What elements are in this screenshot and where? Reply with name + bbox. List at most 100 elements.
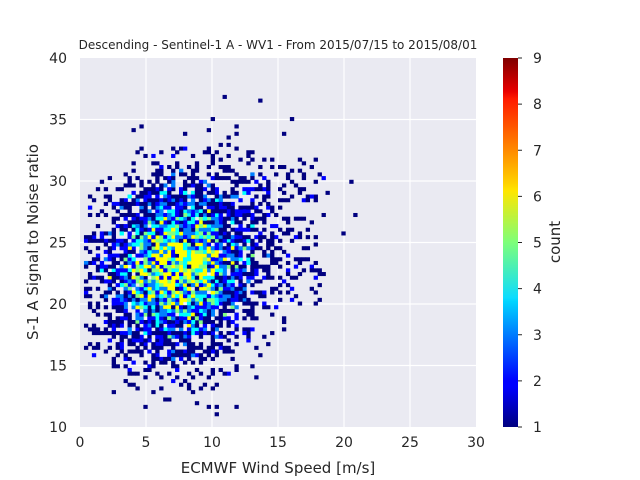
heatmap-cell	[123, 356, 128, 361]
heatmap-cell	[143, 238, 148, 243]
heatmap-cell	[317, 172, 322, 177]
heatmap-cell	[179, 172, 184, 177]
heatmap-cell	[95, 224, 101, 229]
heatmap-cell	[250, 220, 255, 225]
heatmap-cell	[254, 268, 259, 273]
heatmap-cell	[179, 146, 184, 151]
heatmap-cell	[238, 176, 243, 181]
heatmap-cell	[143, 227, 148, 232]
heatmap-cell	[194, 323, 200, 328]
heatmap-cell	[155, 349, 160, 354]
heatmap-cell	[119, 264, 124, 269]
heatmap-cell	[297, 216, 303, 221]
heatmap-cell	[151, 279, 156, 284]
heatmap-cell	[123, 238, 128, 243]
heatmap-cell	[186, 286, 192, 291]
heatmap-cell	[246, 153, 251, 158]
heatmap-cell	[167, 165, 172, 170]
heatmap-cell	[214, 190, 219, 195]
heatmap-cell	[159, 246, 164, 251]
heatmap-cell	[147, 257, 152, 262]
heatmap-cell	[179, 316, 184, 321]
heatmap-cell	[167, 323, 172, 328]
heatmap-cell	[234, 179, 239, 184]
heatmap-cell	[143, 275, 148, 280]
heatmap-cell	[155, 356, 160, 361]
heatmap-cell	[159, 253, 164, 258]
heatmap-cell	[123, 364, 128, 369]
heatmap-cell	[127, 382, 132, 387]
heatmap-cell	[147, 253, 152, 258]
heatmap-cell	[313, 235, 318, 240]
heatmap-cell	[151, 286, 156, 291]
heatmap-cell	[266, 183, 271, 188]
heatmap-cell	[218, 212, 223, 218]
heatmap-cell	[175, 331, 180, 336]
heatmap-cell	[182, 183, 188, 188]
heatmap-cell	[175, 249, 180, 254]
heatmap-cell	[238, 275, 243, 280]
heatmap-cell	[167, 294, 172, 299]
heatmap-cell	[198, 334, 204, 339]
heatmap-cell	[147, 246, 152, 251]
heatmap-cell	[151, 212, 156, 218]
heatmap-cell	[103, 249, 109, 254]
heatmap-cell	[175, 353, 180, 358]
heatmap-cell	[175, 349, 180, 354]
heatmap-cell	[171, 238, 176, 243]
heatmap-cell	[171, 334, 176, 339]
heatmap-cell	[222, 264, 227, 269]
heatmap-cell	[226, 224, 231, 229]
y-tick-label: 20	[49, 297, 67, 313]
heatmap-cell	[301, 246, 307, 251]
heatmap-cell	[278, 283, 283, 288]
heatmap-cell	[103, 294, 109, 299]
heatmap-cell	[131, 331, 136, 336]
heatmap-cell	[246, 334, 251, 339]
heatmap-cell	[206, 308, 212, 313]
heatmap-cell	[95, 331, 101, 336]
heatmap-cell	[163, 246, 168, 251]
heatmap-cell	[186, 331, 192, 336]
heatmap-cell	[250, 227, 255, 232]
heatmap-cell	[218, 331, 223, 336]
heatmap-cell	[234, 190, 239, 195]
heatmap-cell	[214, 305, 219, 310]
heatmap-cell	[167, 316, 172, 321]
heatmap-cell	[179, 227, 184, 232]
heatmap-cell	[119, 331, 124, 336]
heatmap-cell	[297, 168, 303, 173]
heatmap-cell	[175, 260, 180, 265]
heatmap-cell	[230, 294, 235, 299]
heatmap-cell	[258, 187, 263, 192]
heatmap-cell	[103, 194, 109, 199]
heatmap-cell	[131, 349, 136, 354]
heatmap-cell	[202, 283, 208, 288]
heatmap-cell	[214, 301, 219, 306]
heatmap-cell	[91, 231, 97, 236]
heatmap-cell	[143, 360, 148, 365]
heatmap-cell	[135, 216, 140, 221]
heatmap-cell	[143, 242, 148, 247]
heatmap-cell	[139, 283, 144, 288]
heatmap-cell	[171, 297, 176, 302]
heatmap-cell	[186, 334, 192, 339]
heatmap-cell	[198, 272, 204, 277]
heatmap-cell	[230, 268, 235, 273]
heatmap-cell	[119, 319, 124, 325]
heatmap-cell	[83, 279, 89, 284]
heatmap-cell	[190, 290, 196, 295]
heatmap-cell	[159, 356, 164, 361]
heatmap-cell	[111, 334, 116, 339]
heatmap-cell	[139, 353, 144, 358]
heatmap-cell	[83, 286, 89, 291]
heatmap-cell	[194, 331, 200, 336]
heatmap-cell	[119, 201, 124, 206]
heatmap-cell	[186, 301, 192, 306]
heatmap-cell	[313, 275, 318, 280]
heatmap-cell	[99, 294, 105, 299]
heatmap-cell	[135, 272, 140, 277]
heatmap-cell	[115, 242, 120, 247]
heatmap-cell	[107, 323, 113, 328]
heatmap-cell	[190, 201, 196, 206]
